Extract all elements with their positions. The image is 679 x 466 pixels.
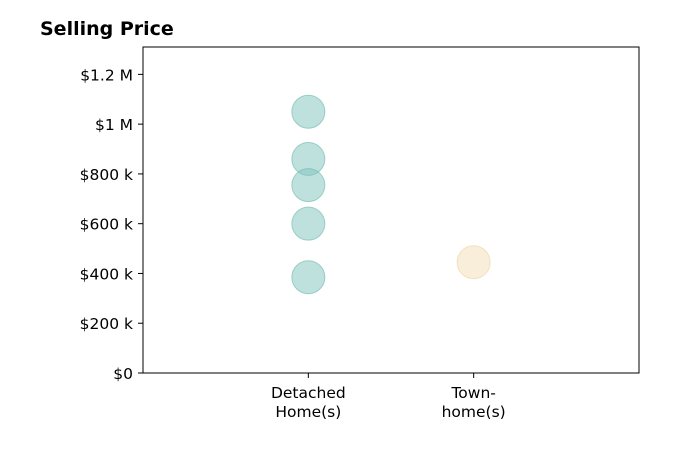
chart-title: Selling Price <box>40 18 174 40</box>
y-tick-label: $200 k <box>80 315 133 333</box>
x-tick-label: Detached Home(s) <box>271 384 346 421</box>
x-tick-label-line: Home(s) <box>275 403 341 421</box>
data-point <box>291 94 326 129</box>
data-point <box>291 260 326 295</box>
data-point <box>291 168 326 203</box>
x-tick-label-line: Detached <box>271 384 346 402</box>
x-tick-label: Town-home(s) <box>442 384 506 421</box>
y-tick-label: $600 k <box>80 216 133 234</box>
data-point <box>291 206 326 241</box>
y-tick-label: $400 k <box>80 265 133 283</box>
y-tick-label: $1 M <box>95 116 133 134</box>
x-tick-label-line: Town- <box>450 384 495 402</box>
y-tick-label: $1.2 M <box>80 66 133 84</box>
x-tick-label-line: home(s) <box>442 403 506 421</box>
y-tick-label: $800 k <box>80 166 133 184</box>
y-tick-label: $0 <box>113 365 133 383</box>
data-point <box>456 245 491 280</box>
plot-frame <box>142 46 640 374</box>
